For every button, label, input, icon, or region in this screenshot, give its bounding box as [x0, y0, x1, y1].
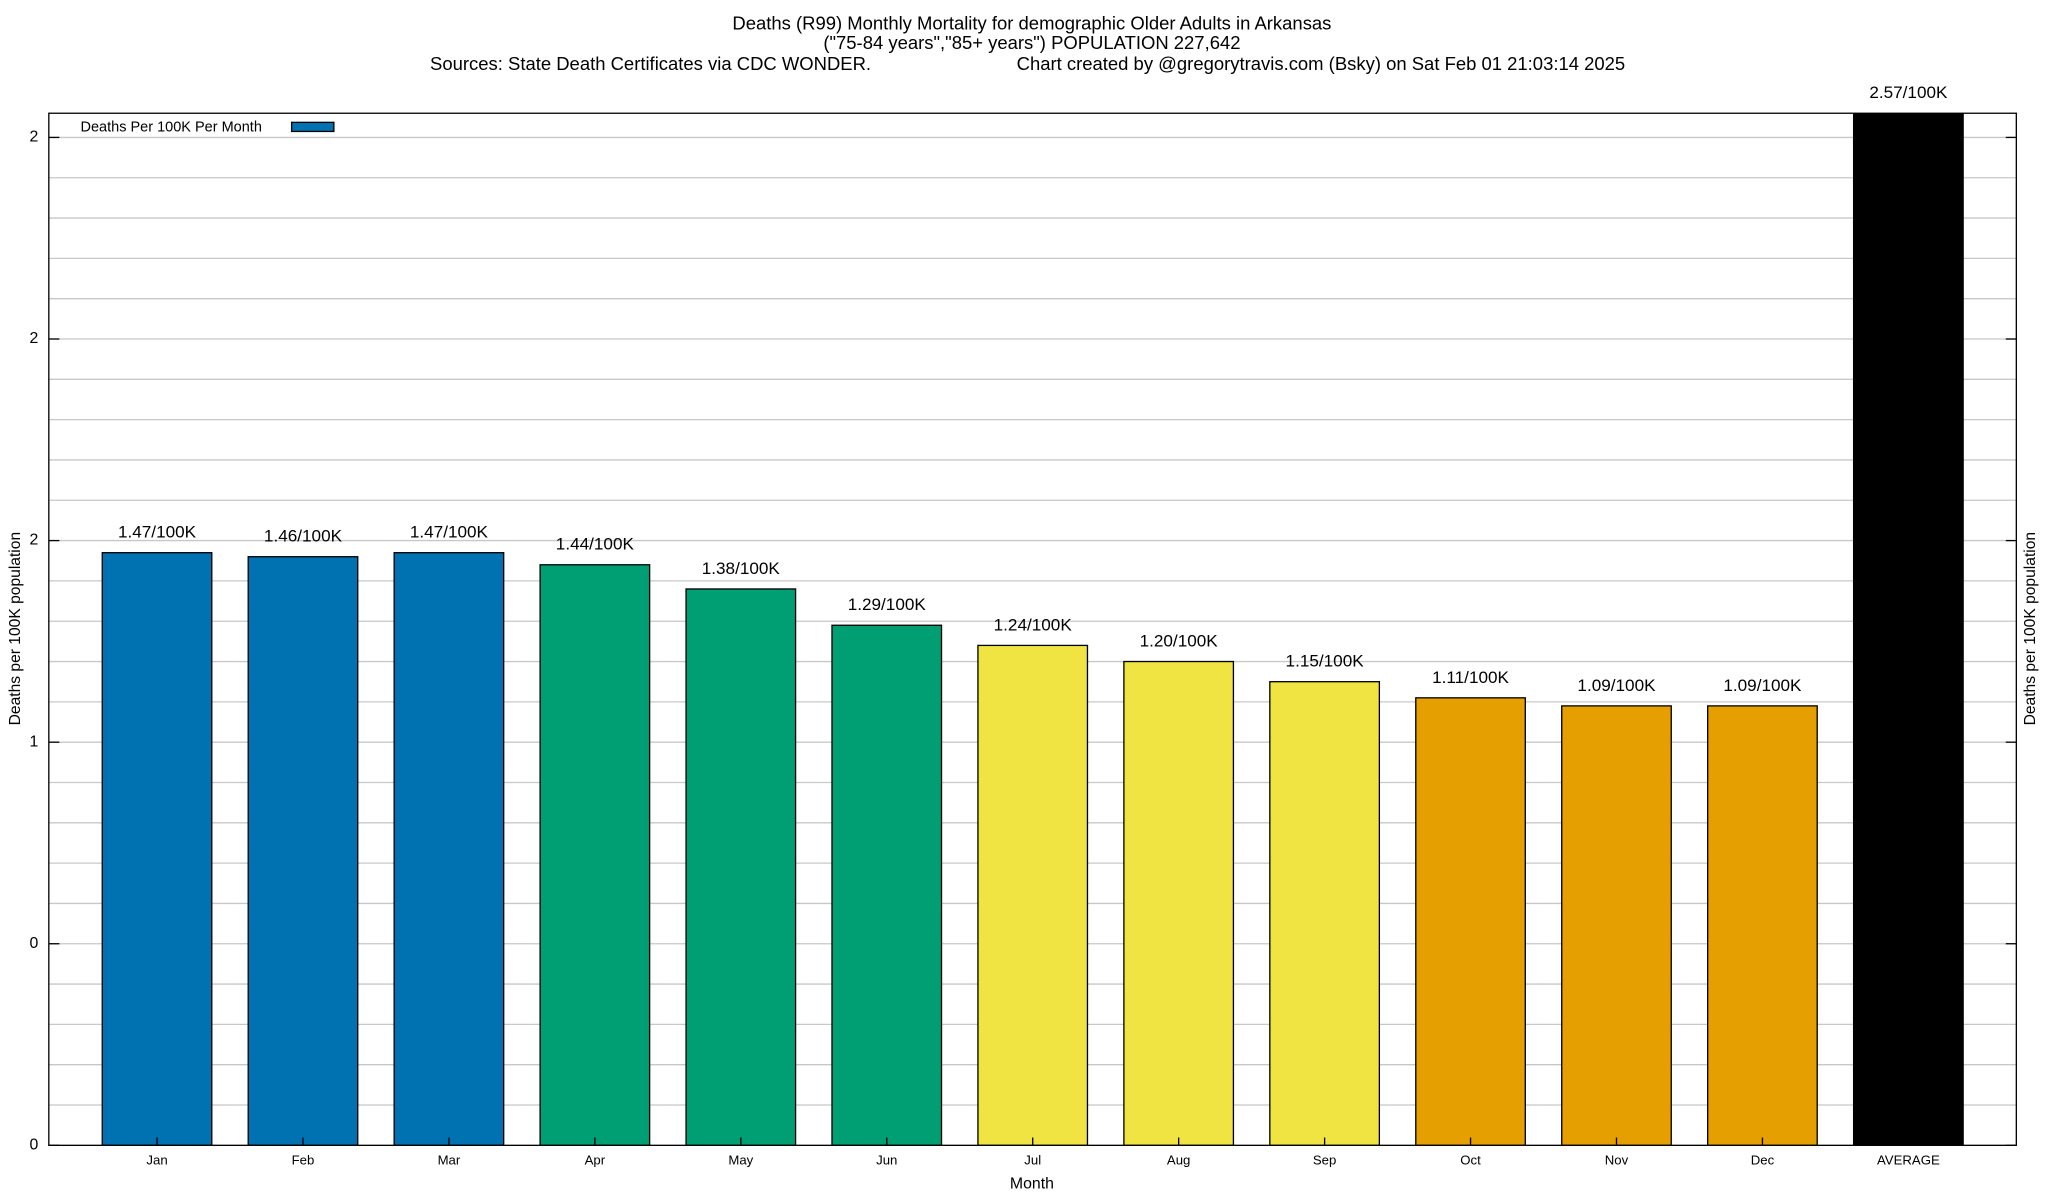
bar [247, 556, 359, 1146]
value-label: 1.15/100K [1286, 652, 1365, 671]
x-tick-label: Jun [876, 1152, 897, 1167]
x-tick-label: Jan [146, 1152, 167, 1167]
y-tick-label: 2 [29, 532, 38, 549]
bar [101, 552, 213, 1146]
value-label: 1.24/100K [994, 615, 1073, 634]
bar [1561, 705, 1672, 1146]
x-tick-label: Sep [1313, 1152, 1336, 1167]
x-tick-label: Dec [1751, 1152, 1775, 1167]
value-label: 1.09/100K [1723, 676, 1802, 695]
y2-axis-label: Deaths per 100K population [2022, 532, 2039, 726]
bars [101, 113, 1964, 1146]
bar [1852, 113, 1964, 1146]
y-tick-label: 2 [29, 330, 38, 347]
y-axis-label: Deaths per 100K population [7, 532, 24, 726]
value-label: 1.29/100K [848, 595, 927, 614]
plot-frame [48, 112, 2017, 1146]
value-label: 1.11/100K [1432, 668, 1509, 687]
value-label: 1.46/100K [264, 527, 343, 546]
x-tick-label: Apr [585, 1152, 606, 1167]
value-label: 1.47/100K [118, 523, 197, 542]
y-tick-label: 1 [29, 733, 38, 750]
value-label: 2.57/100K [1869, 83, 1948, 102]
x-tick-label: AVERAGE [1877, 1152, 1940, 1167]
bar [831, 624, 943, 1146]
value-label: 1.47/100K [410, 523, 489, 542]
value-label: 1.20/100K [1140, 632, 1219, 651]
x-tick-label: Jul [1024, 1152, 1041, 1167]
chart-title: Deaths (R99) Monthly Mortality for demog… [732, 13, 1331, 34]
x-axis-label: Month [1010, 1176, 1054, 1193]
x-tick-label: Feb [292, 1152, 315, 1167]
bar [1269, 681, 1381, 1146]
x-tick-label: Oct [1460, 1152, 1481, 1167]
value-label: 1.38/100K [702, 559, 781, 578]
x-tick-label: Aug [1167, 1152, 1190, 1167]
y-tick-label: 2 [29, 129, 38, 146]
legend-swatch [290, 121, 335, 133]
y-tick-label: 0 [29, 935, 38, 952]
bar [1707, 705, 1818, 1146]
x-tick-label: Nov [1605, 1152, 1629, 1167]
x-tick-label: May [728, 1152, 753, 1167]
x-tick-label: Mar [438, 1152, 461, 1167]
value-label: 1.44/100K [556, 535, 635, 554]
bar [1123, 660, 1235, 1146]
bar [1415, 697, 1526, 1146]
bar [393, 552, 505, 1146]
chart-credit: Chart created by @gregorytravis.com (Bsk… [1017, 53, 1626, 74]
legend-label: Deaths Per 100K Per Month [80, 119, 261, 135]
chart-subtitle: ("75-84 years","85+ years") POPULATION 2… [823, 32, 1240, 53]
y-tick-label: 0 [29, 1137, 38, 1154]
bar [539, 564, 651, 1146]
value-label: 1.09/100K [1577, 676, 1656, 695]
bar [685, 588, 797, 1146]
chart-source: Sources: State Death Certificates via CD… [430, 53, 871, 74]
bar [977, 644, 1089, 1146]
